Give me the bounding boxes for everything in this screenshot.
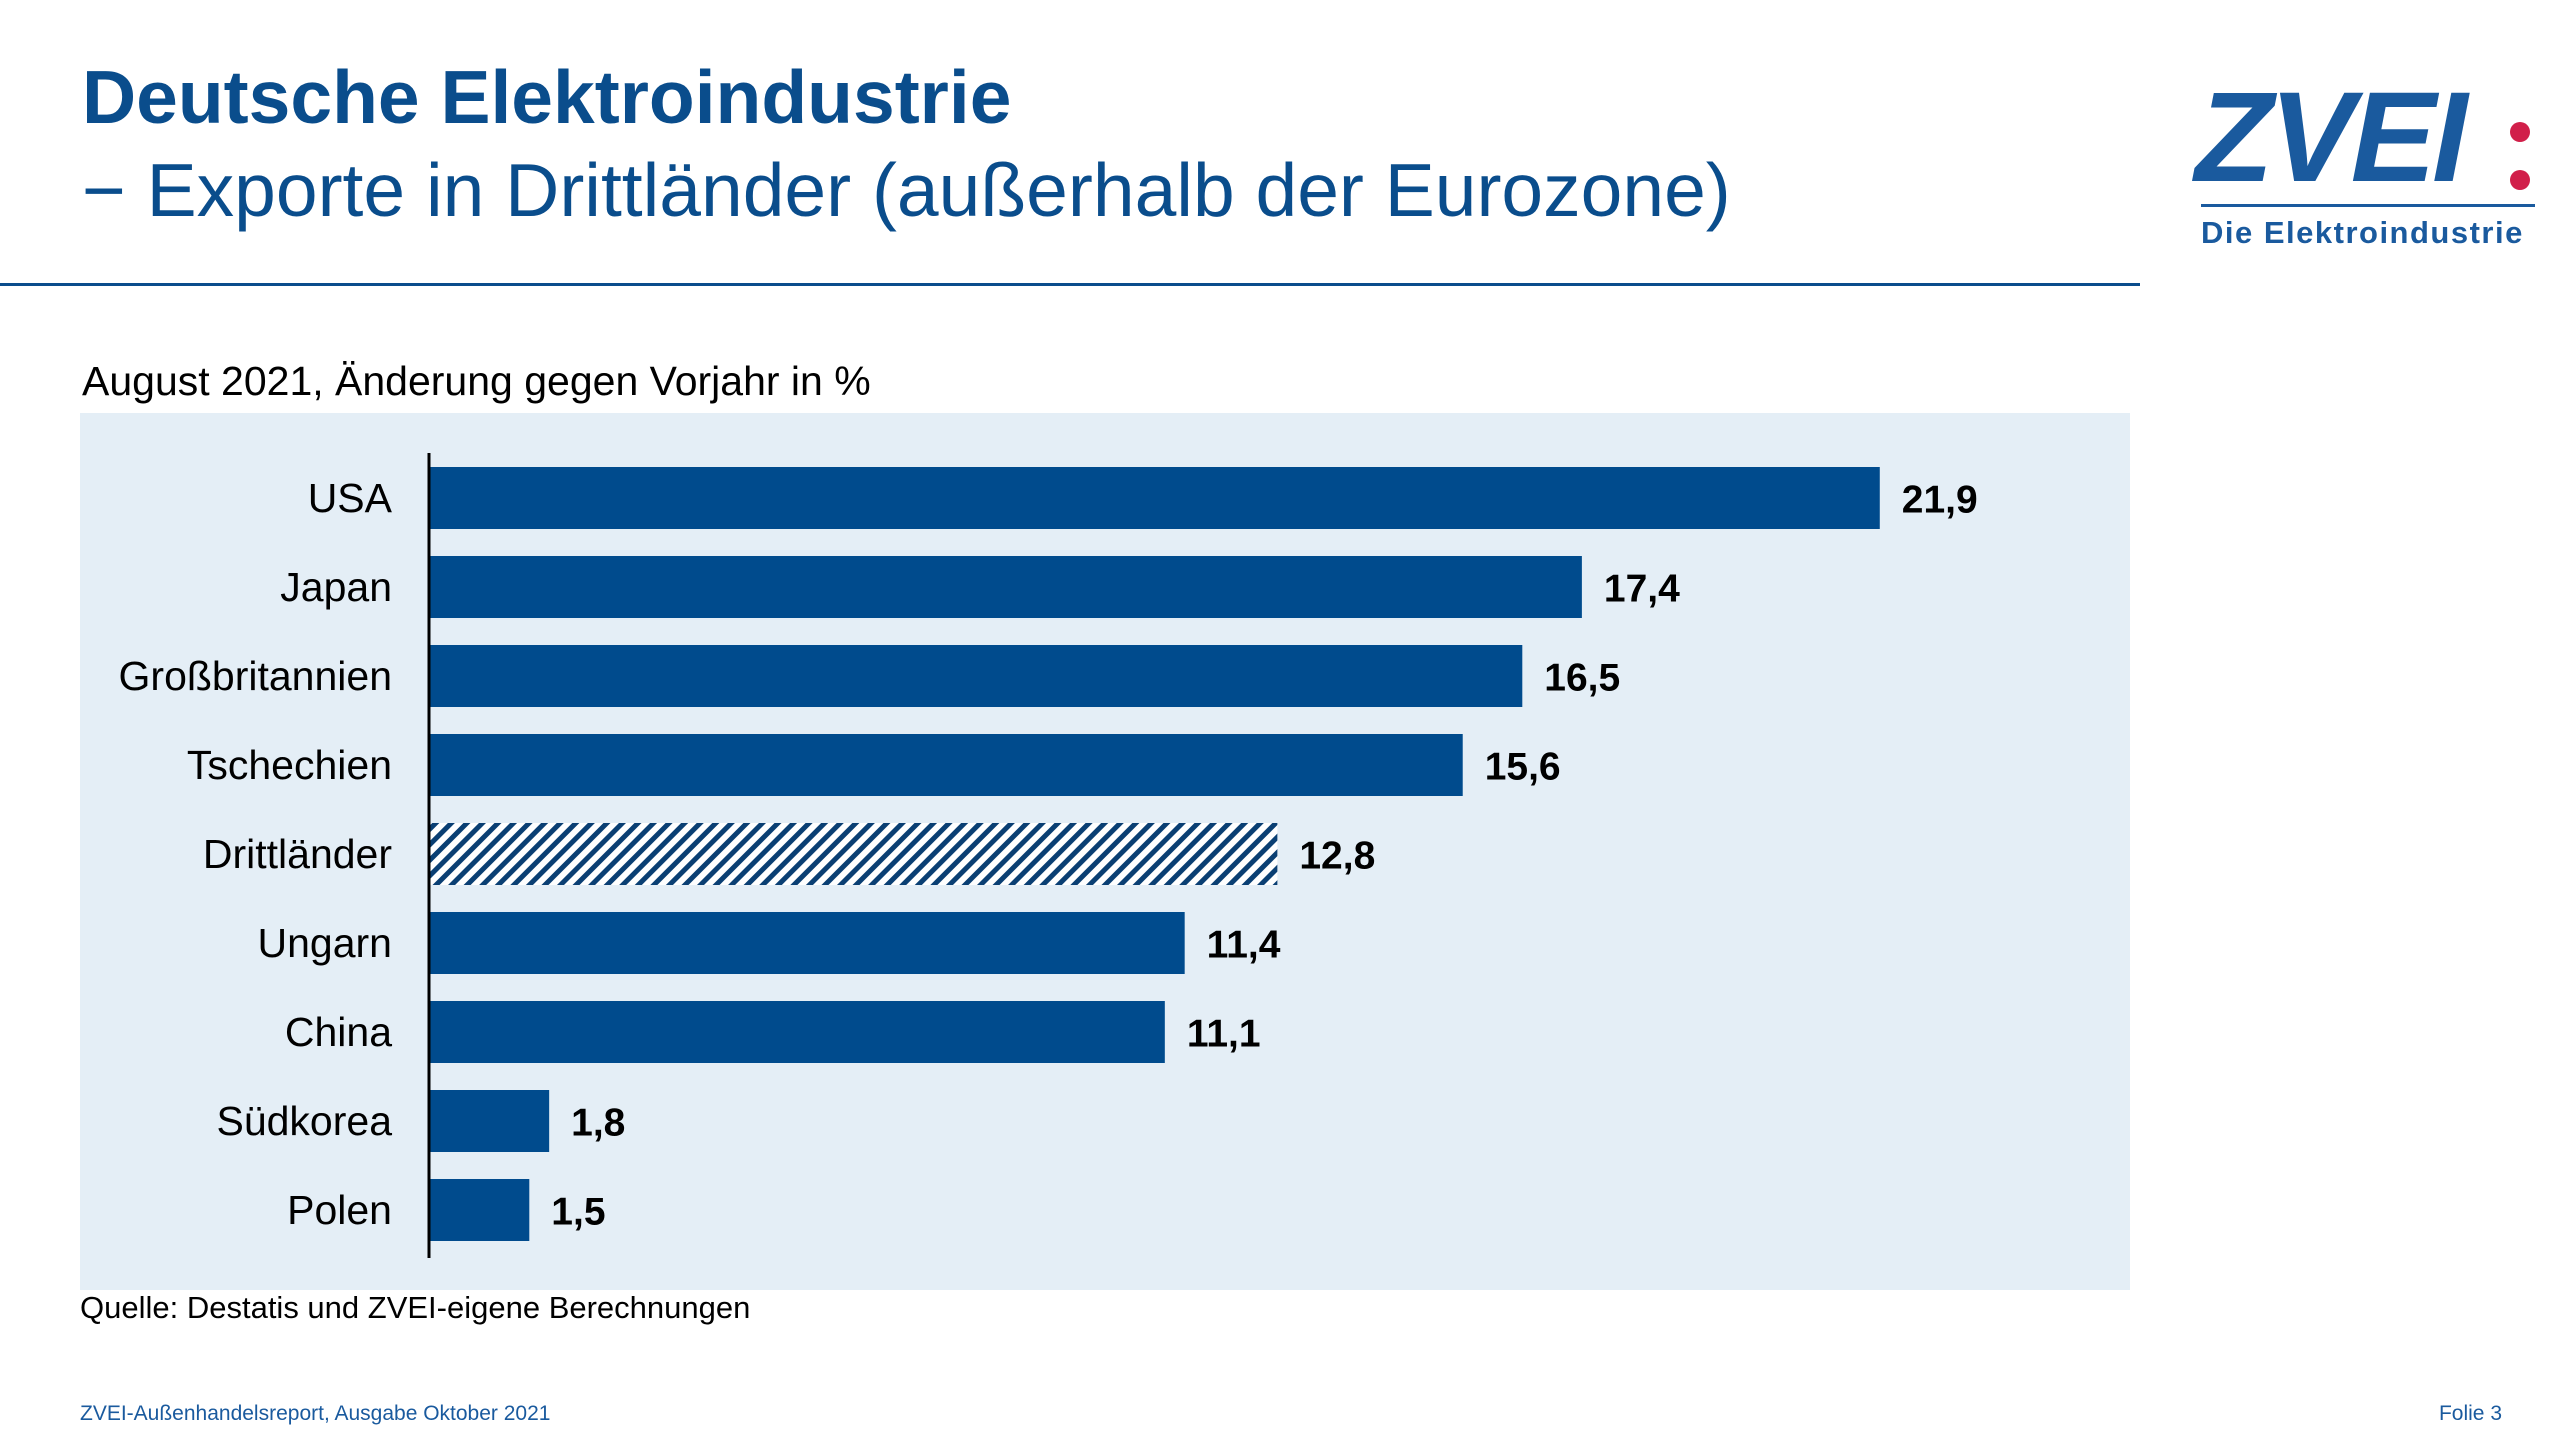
zvei-logo: ZVEI Die Elektroindustrie: [2195, 67, 2540, 260]
bar-polen: [430, 1179, 530, 1241]
category-label-japan: Japan: [280, 564, 392, 610]
category-label-china: China: [285, 1009, 392, 1055]
bar-chart: USA 21,9 Japan 17,4 Großbritannien 16,5 Tschec…: [119, 453, 1978, 1258]
bar-drittlander: [430, 823, 1278, 885]
value-label-polen: 1,5: [551, 1191, 605, 1234]
logo-tagline: Die Elektroindustrie: [2201, 215, 2524, 250]
value-label-sudkorea: 1,8: [571, 1102, 625, 1145]
value-label-grossbritannien: 16,5: [1544, 657, 1620, 700]
logo-underline: [2201, 204, 2535, 207]
category-label-polen: Polen: [287, 1187, 392, 1233]
logo-colon-dot-bottom: [2510, 170, 2530, 190]
logo-colon-dot-top: [2510, 122, 2530, 142]
category-label-usa: USA: [308, 475, 393, 521]
chart-panel: USA 21,9 Japan 17,4 Großbritannien 16,5 Tschec…: [80, 413, 2130, 1290]
bar-sudkorea: [430, 1090, 550, 1152]
category-label-sudkorea: Südkorea: [216, 1098, 392, 1144]
bar-ungarn: [430, 912, 1185, 974]
value-label-ungarn: 11,4: [1207, 924, 1281, 967]
bar-china: [430, 1001, 1165, 1063]
value-label-tschechien: 15,6: [1485, 746, 1561, 789]
category-label-ungarn: Ungarn: [258, 920, 392, 966]
category-label-drittlander: Drittländer: [203, 831, 392, 877]
value-label-usa: 21,9: [1902, 479, 1978, 522]
category-label-tschechien: Tschechien: [187, 742, 392, 788]
bar-tschechien: [430, 734, 1463, 796]
value-label-japan: 17,4: [1604, 568, 1680, 611]
value-label-china: 11,1: [1187, 1013, 1261, 1056]
header-divider: [0, 283, 2140, 286]
bar-japan: [430, 556, 1582, 618]
footer-report-name: ZVEI-Außenhandelsreport, Ausgabe Oktober…: [80, 1402, 551, 1425]
page-title: Deutsche Elektroindustrie: [82, 55, 1012, 139]
category-label-grossbritannien: Großbritannien: [119, 653, 392, 699]
bar-grossbritannien: [430, 645, 1523, 707]
page-subtitle: − Exporte in Drittländer (außerhalb der …: [82, 148, 1731, 232]
value-label-drittlander: 12,8: [1299, 835, 1375, 878]
bar-usa: [430, 467, 1880, 529]
logo-wordmark: ZVEI: [2195, 66, 2467, 209]
source-note: Quelle: Destatis und ZVEI-eigene Berechn…: [80, 1290, 751, 1325]
footer-slide-number: Folie 3: [2438, 1402, 2502, 1425]
chart-title: August 2021, Änderung gegen Vorjahr in %: [82, 358, 871, 404]
